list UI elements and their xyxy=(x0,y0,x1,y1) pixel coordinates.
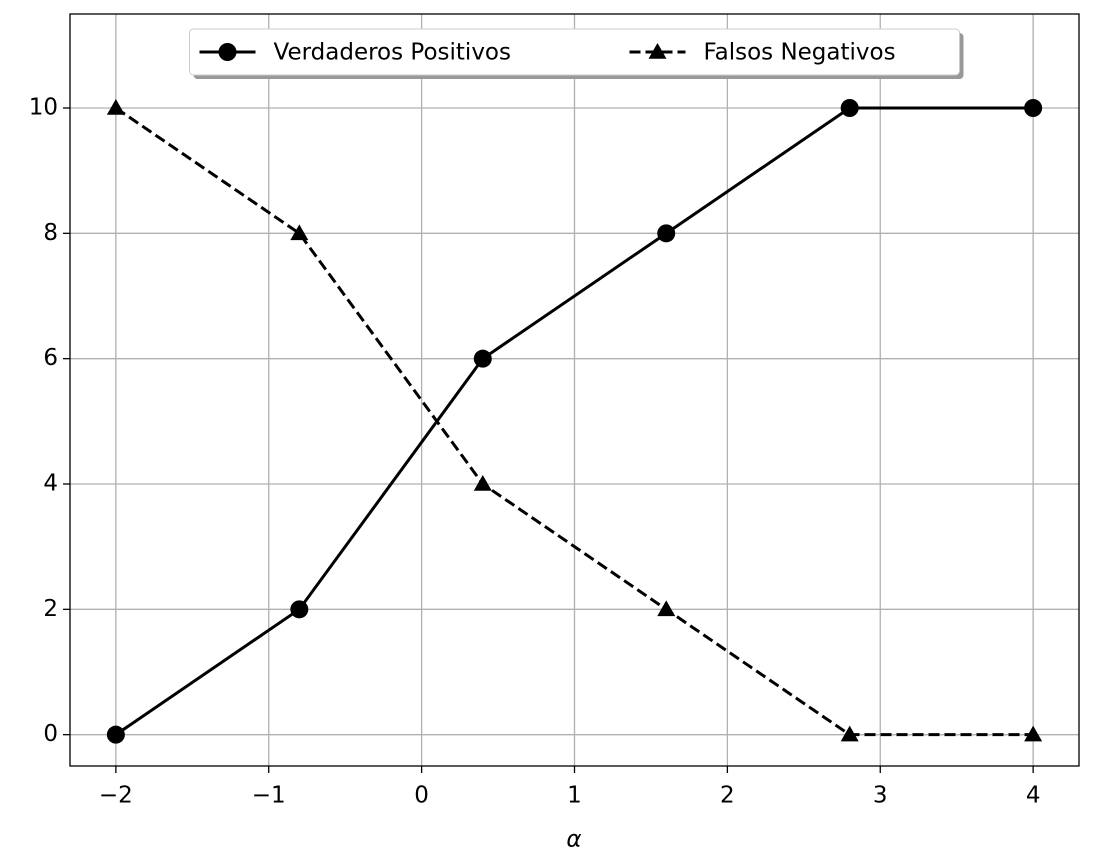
legend-label: Falsos Negativos xyxy=(704,40,896,66)
y-tick-label: 8 xyxy=(43,220,58,246)
marker xyxy=(106,99,125,115)
x-tick-label: −2 xyxy=(99,783,133,809)
series-line xyxy=(115,106,1034,737)
legend-marker xyxy=(218,43,237,61)
x-tick-label: 3 xyxy=(873,783,888,809)
x-tick-label: 1 xyxy=(567,783,582,809)
legend-box xyxy=(189,28,960,76)
marker xyxy=(657,600,676,617)
marker xyxy=(290,224,309,241)
y-tick-label: 6 xyxy=(43,345,58,371)
marker xyxy=(1024,725,1043,742)
plot-frame xyxy=(69,13,1080,767)
legend: Verdaderos Positivos Falsos Negativos xyxy=(189,28,964,79)
marker xyxy=(473,475,492,491)
y-tick-label: 10 xyxy=(29,95,58,121)
series-line xyxy=(115,106,1034,736)
x-tick-label: 0 xyxy=(414,783,429,809)
legend-marker xyxy=(648,43,667,59)
y-tick-label: 2 xyxy=(43,596,58,622)
marker xyxy=(473,349,492,368)
x-tick-label: 4 xyxy=(1026,783,1041,809)
y-tick-label: 0 xyxy=(43,721,58,747)
marker xyxy=(106,725,125,744)
marker xyxy=(1024,99,1043,117)
y-tick-label: 4 xyxy=(43,471,58,497)
marker xyxy=(290,600,309,619)
marker xyxy=(840,99,859,117)
x-axis-label: α xyxy=(566,827,581,853)
legend-label: Verdaderos Positivos xyxy=(274,40,511,66)
x-tick-label: 2 xyxy=(720,783,735,809)
marker xyxy=(657,224,676,243)
marker xyxy=(840,725,859,742)
x-tick-label: −1 xyxy=(252,783,286,809)
